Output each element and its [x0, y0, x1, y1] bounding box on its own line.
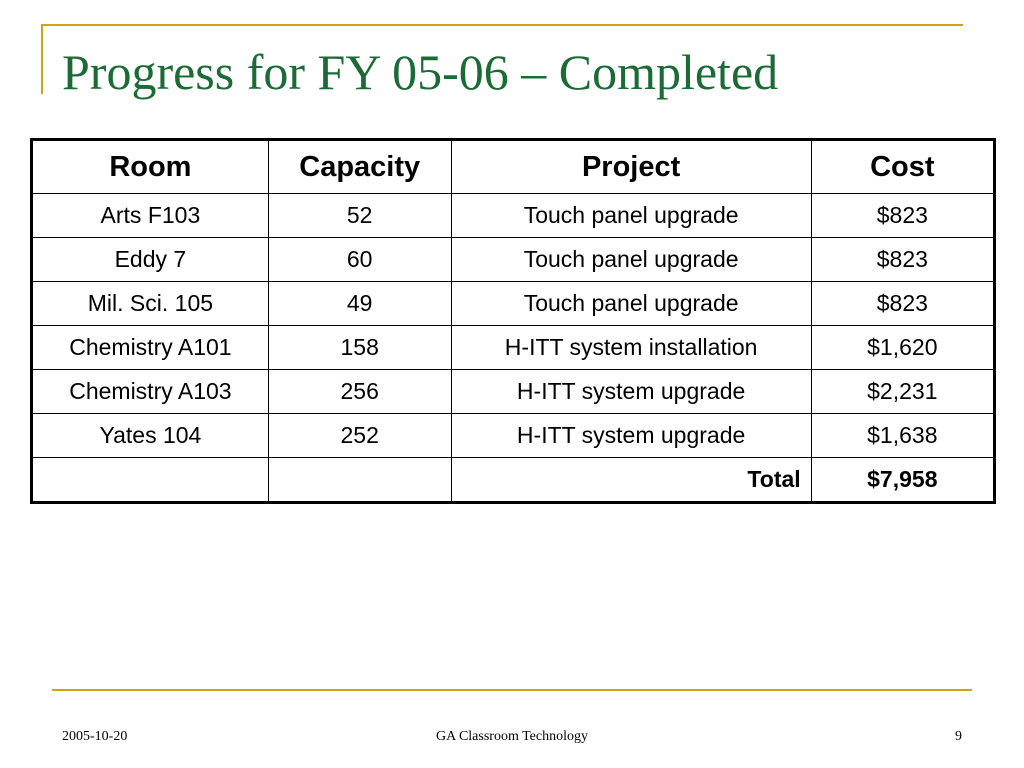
cell-cost: $2,231 — [810, 369, 996, 414]
header-room: Room — [31, 139, 269, 194]
cell-room: Arts F103 — [31, 193, 269, 238]
cell-project: Touch panel upgrade — [450, 193, 812, 238]
header-capacity: Capacity — [267, 139, 452, 194]
cell-project: H-ITT system installation — [450, 325, 812, 370]
footer-rule — [52, 689, 972, 691]
cell-capacity: 158 — [267, 325, 452, 370]
cell-project: H-ITT system upgrade — [450, 369, 812, 414]
page-number: 9 — [955, 729, 962, 744]
cell-room: Chemistry A101 — [31, 325, 269, 370]
cell-cost: $823 — [810, 237, 996, 282]
header-cost: Cost — [810, 139, 996, 194]
slide-title: Progress for FY 05-06 – Completed — [62, 44, 779, 100]
cell-room: Eddy 7 — [31, 237, 269, 282]
frame-top-rule — [41, 24, 963, 26]
cell-room: Chemistry A103 — [31, 369, 269, 414]
table-row: Eddy 7 60 Touch panel upgrade $823 — [31, 237, 996, 282]
cell-cost: $823 — [810, 281, 996, 326]
total-value: $7,958 — [810, 457, 996, 503]
header-project: Project — [450, 139, 812, 194]
cell-capacity: 252 — [267, 413, 452, 458]
cell-room: Mil. Sci. 105 — [31, 281, 269, 326]
cell-project: Touch panel upgrade — [450, 281, 812, 326]
footer-date: 2005-10-20 — [62, 729, 128, 744]
empty-cell — [267, 457, 452, 503]
total-label: Total — [450, 457, 812, 503]
progress-table: Room Capacity Project Cost Arts F103 52 … — [30, 138, 996, 504]
cell-capacity: 52 — [267, 193, 452, 238]
table-header-row: Room Capacity Project Cost — [31, 139, 996, 194]
table-row: Chemistry A101 158 H-ITT system installa… — [31, 325, 996, 370]
footer-center-text: GA Classroom Technology — [436, 729, 588, 744]
cell-project: H-ITT system upgrade — [450, 413, 812, 458]
cell-cost: $1,620 — [810, 325, 996, 370]
cell-capacity: 60 — [267, 237, 452, 282]
frame-left-rule — [41, 24, 43, 94]
table-row: Mil. Sci. 105 49 Touch panel upgrade $82… — [31, 281, 996, 326]
empty-cell — [31, 457, 269, 503]
table-row: Chemistry A103 256 H-ITT system upgrade … — [31, 369, 996, 414]
cell-capacity: 49 — [267, 281, 452, 326]
cell-capacity: 256 — [267, 369, 452, 414]
cell-room: Yates 104 — [31, 413, 269, 458]
table-row: Yates 104 252 H-ITT system upgrade $1,63… — [31, 413, 996, 458]
cell-cost: $823 — [810, 193, 996, 238]
cell-cost: $1,638 — [810, 413, 996, 458]
table-row: Arts F103 52 Touch panel upgrade $823 — [31, 193, 996, 238]
cell-project: Touch panel upgrade — [450, 237, 812, 282]
table-total-row: Total $7,958 — [31, 457, 996, 503]
